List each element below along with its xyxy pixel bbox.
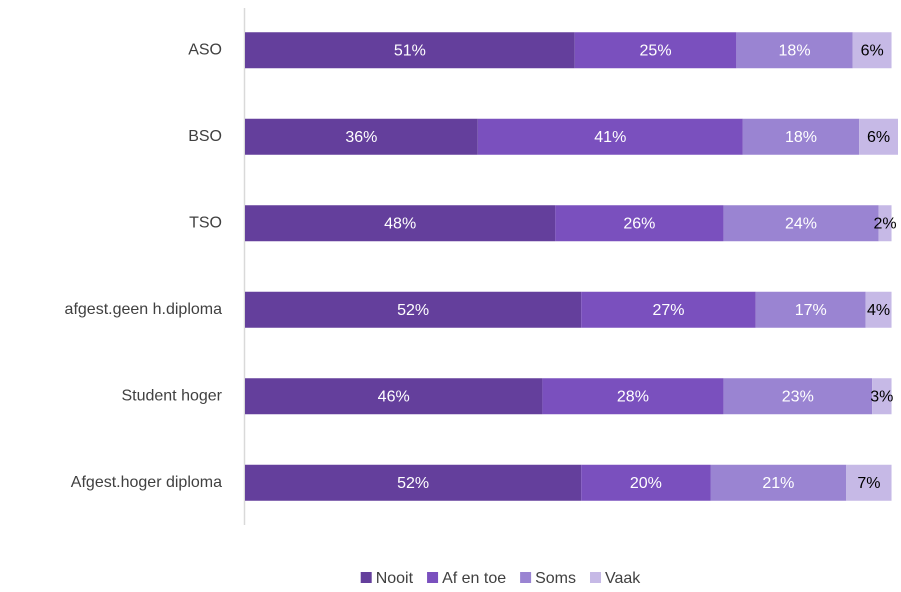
bar-segment	[710, 464, 847, 501]
data-label: 28%	[617, 388, 649, 405]
bar-segment	[723, 205, 879, 242]
legend-swatch	[427, 572, 439, 583]
legend-swatch	[520, 572, 532, 583]
data-label: 4%	[867, 302, 890, 319]
data-label: 52%	[397, 475, 429, 492]
bar-segment	[581, 291, 756, 328]
bar-segment	[477, 118, 743, 155]
data-label: 7%	[857, 475, 880, 492]
data-label: 6%	[867, 129, 890, 146]
bar-segment	[742, 118, 860, 155]
legend-label: Nooit	[376, 570, 414, 587]
bar-segment	[859, 118, 898, 155]
data-label: 27%	[652, 302, 684, 319]
data-label: 36%	[345, 129, 377, 146]
bar-segment	[852, 32, 892, 69]
data-label: 21%	[762, 475, 794, 492]
data-label: 41%	[594, 129, 626, 146]
data-label: 24%	[785, 215, 817, 232]
legend-label: Af en toe	[442, 570, 506, 587]
legend-swatch	[590, 572, 602, 583]
bar-segment	[574, 32, 737, 69]
data-label: 20%	[630, 475, 662, 492]
y-tick-label: BSO	[188, 128, 222, 145]
data-label: 48%	[384, 215, 416, 232]
data-label: 6%	[861, 42, 884, 59]
bar-segment	[245, 32, 575, 69]
bar-segment	[736, 32, 853, 69]
data-label: 52%	[397, 302, 429, 319]
legend-swatch	[360, 572, 372, 583]
bar-segment	[245, 291, 582, 328]
legend-label: Soms	[535, 570, 576, 587]
y-tick-label: ASO	[188, 41, 222, 58]
bar-segment	[723, 378, 873, 415]
bar-segment	[865, 291, 892, 328]
bar-segment	[555, 205, 724, 242]
data-label: 51%	[394, 42, 426, 59]
y-tick-label: TSO	[189, 214, 222, 231]
legend-label: Vaak	[605, 570, 641, 587]
data-label: 46%	[378, 388, 410, 405]
bar-segment	[542, 378, 724, 415]
data-label: 17%	[795, 302, 827, 319]
bar-segment	[878, 205, 892, 242]
data-label: 18%	[785, 129, 817, 146]
y-tick-label: afgest.geen h.diploma	[65, 301, 223, 318]
data-label: 26%	[623, 215, 655, 232]
bar-segment	[846, 464, 892, 501]
bar-segment	[872, 378, 892, 415]
data-label: 18%	[779, 42, 811, 59]
bar-segment	[245, 378, 543, 415]
bar-segment	[245, 205, 556, 242]
data-label: 3%	[870, 388, 893, 405]
bar-segment	[245, 118, 478, 155]
y-tick-label: Student hoger	[121, 387, 222, 404]
y-tick-label: Afgest.hoger diploma	[71, 474, 222, 491]
data-label: 23%	[782, 388, 814, 405]
data-label: 25%	[640, 42, 672, 59]
data-label: 2%	[874, 215, 897, 232]
bar-segment	[581, 464, 711, 501]
bar-segment	[755, 291, 866, 328]
bar-segment	[245, 464, 582, 501]
